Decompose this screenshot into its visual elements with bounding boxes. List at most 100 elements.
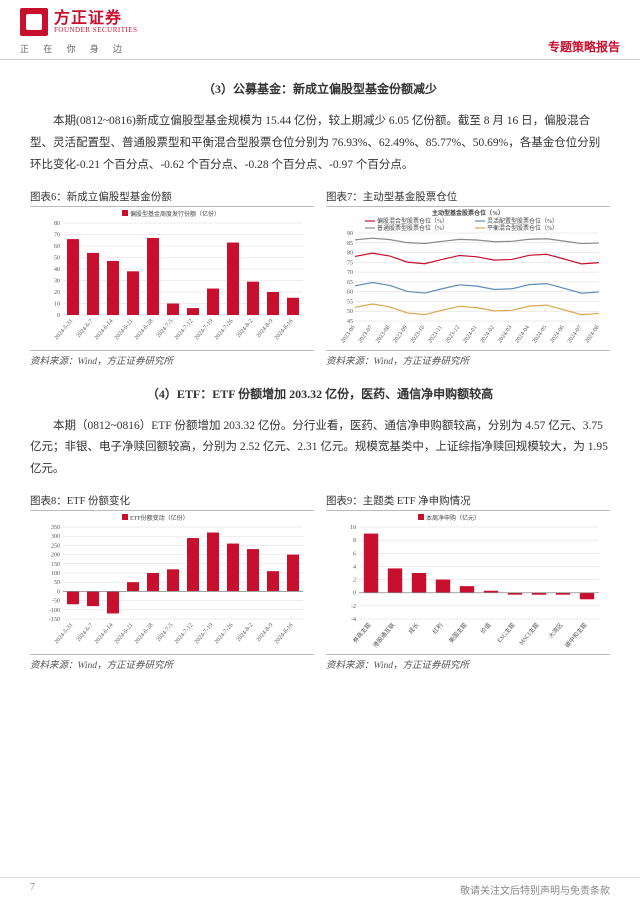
svg-text:-4: -4 [351, 617, 356, 623]
svg-text:2023-08: 2023-08 [375, 324, 391, 344]
page-footer: 7 敬请关注文后特别声明与免责条款 [0, 877, 640, 897]
section4-title: （4）ETF：ETF 份额增加 203.32 亿份，医药、通信净申购额较高 [30, 385, 610, 402]
svg-text:55: 55 [347, 299, 353, 305]
section3-title: （3）公募基金：新成立偏股型基金份额减少 [30, 80, 610, 97]
logo-cn: 方正证券 [54, 11, 137, 27]
svg-text:价值: 价值 [479, 621, 493, 635]
svg-text:2023-10: 2023-10 [410, 324, 426, 344]
svg-text:70: 70 [347, 270, 353, 276]
svg-text:2024-6-7: 2024-6-7 [76, 622, 95, 643]
svg-text:150: 150 [51, 562, 60, 568]
chart8-title: 图表8：ETF 份额变化 [30, 493, 314, 511]
svg-text:2024-8-9: 2024-8-9 [256, 318, 275, 339]
chart-row-2: 图表8：ETF 份额变化 -150-100-500501001502002503… [30, 493, 610, 671]
svg-text:10: 10 [54, 301, 60, 307]
chart8-source: 资料来源：Wind，方正证券研究所 [30, 654, 314, 671]
page-header: 方正证券 FOUNDER SECURITIES 正 在 你 身 边 专题策略报告 [0, 0, 640, 60]
svg-text:2024-6-21: 2024-6-21 [114, 318, 135, 341]
disclaimer: 敬请关注文后特别声明与免责条款 [460, 882, 610, 897]
logo-icon [20, 8, 48, 36]
svg-text:2024-08: 2024-08 [584, 324, 600, 344]
svg-text:2024-5-31: 2024-5-31 [54, 622, 75, 645]
chart6-svg: 01020304050607080偏股型基金周度发行份额（亿份）2024-5-3… [30, 209, 314, 349]
svg-text:2024-01: 2024-01 [462, 324, 478, 344]
svg-text:2023-06: 2023-06 [340, 324, 356, 344]
svg-text:ETF份额变动（亿份）: ETF份额变动（亿份） [130, 514, 189, 522]
svg-text:40: 40 [54, 267, 60, 273]
svg-text:2024-6-21: 2024-6-21 [114, 622, 135, 645]
svg-text:350: 350 [51, 525, 60, 531]
chart7-svg: 45505560657075808590主动型基金股票仓位（%）偏股混合型股票仓… [326, 209, 610, 349]
svg-text:成长: 成长 [407, 621, 421, 635]
svg-text:2024-6-28: 2024-6-28 [134, 318, 155, 341]
svg-text:75: 75 [347, 260, 353, 266]
svg-text:-100: -100 [49, 608, 60, 614]
svg-text:250: 250 [51, 543, 60, 549]
svg-text:2024-02: 2024-02 [480, 324, 496, 344]
svg-text:2024-8-9: 2024-8-9 [256, 622, 275, 643]
svg-text:8: 8 [353, 538, 356, 544]
svg-text:偏股型基金周度发行份额（亿份）: 偏股型基金周度发行份额（亿份） [130, 210, 220, 218]
svg-text:50: 50 [347, 309, 353, 315]
svg-text:2023-09: 2023-09 [393, 324, 409, 344]
svg-text:2: 2 [353, 578, 356, 584]
svg-text:50: 50 [54, 580, 60, 586]
svg-text:2024-6-14: 2024-6-14 [94, 318, 115, 341]
svg-text:-150: -150 [49, 617, 60, 623]
chart7-title: 图表7：主动型基金股票仓位 [326, 189, 610, 207]
svg-text:2023-11: 2023-11 [428, 324, 444, 344]
svg-text:红利: 红利 [431, 621, 445, 635]
svg-text:70: 70 [54, 232, 60, 238]
chart6-block: 图表6：新成立偏股型基金份额 01020304050607080偏股型基金周度发… [30, 189, 314, 367]
svg-text:200: 200 [51, 553, 60, 559]
svg-text:2023-07: 2023-07 [358, 324, 374, 344]
svg-text:大湾区: 大湾区 [547, 621, 565, 640]
chart-row-1: 图表6：新成立偏股型基金份额 01020304050607080偏股型基金周度发… [30, 189, 610, 367]
tagline: 正 在 你 身 边 [20, 42, 137, 55]
svg-text:4: 4 [353, 564, 356, 570]
svg-text:50: 50 [54, 255, 60, 261]
chart9-svg: -4-20246810本周净申购（亿元）券商主题港股通互联成长红利美国主题价值E… [326, 513, 610, 653]
svg-text:2024-05: 2024-05 [532, 324, 548, 344]
section4-para: 本期（0812~0816）ETF 份额增加 203.32 亿份。分行业看，医药、… [30, 416, 610, 482]
logo-block: 方正证券 FOUNDER SECURITIES 正 在 你 身 边 [20, 8, 137, 55]
svg-text:2024-6-28: 2024-6-28 [134, 622, 155, 645]
svg-text:普通股票型股票仓位（%）: 普通股票型股票仓位（%） [377, 224, 448, 232]
svg-text:2024-7-19: 2024-7-19 [194, 318, 215, 341]
svg-text:2024-06: 2024-06 [549, 324, 565, 344]
svg-text:2024-7-19: 2024-7-19 [194, 622, 215, 645]
svg-text:2024-6-14: 2024-6-14 [94, 622, 115, 645]
chart6-title: 图表6：新成立偏股型基金份额 [30, 189, 314, 207]
svg-text:2024-8-2: 2024-8-2 [236, 318, 255, 339]
svg-text:2024-5-31: 2024-5-31 [54, 318, 75, 341]
svg-text:ESG主题: ESG主题 [495, 621, 516, 644]
svg-text:2024-8-16: 2024-8-16 [274, 622, 295, 645]
svg-text:平衡混合型股票仓位（%）: 平衡混合型股票仓位（%） [487, 224, 558, 232]
svg-text:2023-12: 2023-12 [445, 324, 461, 344]
svg-text:2024-8-16: 2024-8-16 [274, 318, 295, 341]
svg-text:港股通互联: 港股通互联 [371, 621, 396, 649]
svg-text:主动型基金股票仓位（%）: 主动型基金股票仓位（%） [432, 209, 504, 217]
svg-text:美国主题: 美国主题 [447, 621, 469, 645]
svg-text:6: 6 [353, 551, 356, 557]
svg-text:10: 10 [350, 525, 356, 531]
svg-text:0: 0 [57, 589, 60, 595]
svg-text:2024-07: 2024-07 [567, 324, 583, 344]
svg-text:60: 60 [347, 289, 353, 295]
chart7-block: 图表7：主动型基金股票仓位 45505560657075808590主动型基金股… [326, 189, 610, 367]
svg-text:30: 30 [54, 278, 60, 284]
svg-text:MSCI主题: MSCI主题 [517, 621, 540, 647]
chart9-block: 图表9：主题类 ETF 净申购情况 -4-20246810本周净申购（亿元）券商… [326, 493, 610, 671]
svg-text:-2: -2 [351, 604, 356, 610]
page-number: 7 [30, 882, 35, 897]
svg-text:2024-7-26: 2024-7-26 [214, 622, 235, 645]
svg-text:2024-03: 2024-03 [497, 324, 513, 344]
svg-text:80: 80 [347, 250, 353, 256]
svg-text:偏股混合型股票仓位（%）: 偏股混合型股票仓位（%） [377, 217, 448, 225]
svg-text:2024-7-12: 2024-7-12 [174, 318, 195, 341]
svg-text:80: 80 [54, 221, 60, 227]
svg-text:60: 60 [54, 244, 60, 250]
chart7-source: 资料来源：Wind，方正证券研究所 [326, 350, 610, 367]
svg-text:2024-7-5: 2024-7-5 [156, 622, 175, 643]
chart8-svg: -150-100-50050100150200250300350ETF份额变动（… [30, 513, 314, 653]
